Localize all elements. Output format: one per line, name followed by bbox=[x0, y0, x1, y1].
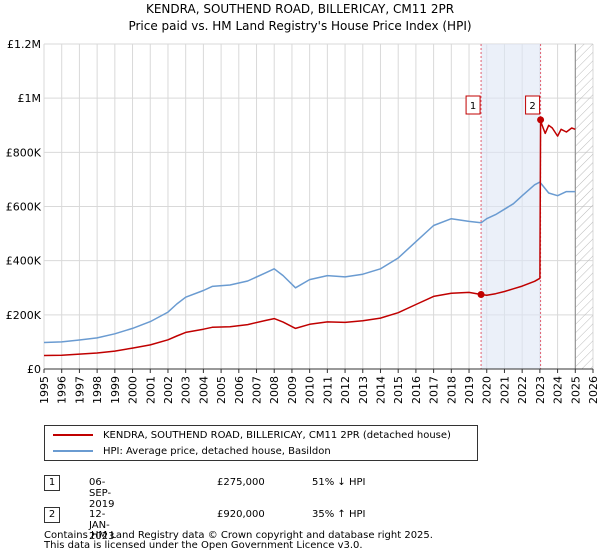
x-tick-label: 2003 bbox=[180, 376, 193, 404]
transaction-label-box bbox=[525, 95, 541, 115]
y-tick-label: £0 bbox=[27, 363, 41, 376]
x-tick-label: 2026 bbox=[587, 376, 600, 404]
x-tick-label: 2006 bbox=[233, 376, 246, 404]
x-tick-label: 2004 bbox=[197, 376, 210, 404]
transaction-price: £275,000 bbox=[217, 477, 265, 488]
chart-subtitle: Price paid vs. HM Land Registry's House … bbox=[128, 19, 472, 33]
x-tick-label: 2013 bbox=[357, 376, 370, 404]
footer-copyright: Contains HM Land Registry data © Crown c… bbox=[44, 530, 433, 541]
legend-swatch-property bbox=[53, 434, 93, 436]
x-tick-label: 1995 bbox=[38, 376, 51, 404]
property-series-line bbox=[43, 119, 576, 357]
transaction-price: £920,000 bbox=[217, 509, 265, 520]
price-chart: 1 2 £0 £200K £400K £600K £800K £1M £1.2M 1995 199… bbox=[6, 38, 600, 404]
x-tick-label: 1999 bbox=[109, 376, 122, 404]
legend-item-property: KENDRA, SOUTHEND ROAD, BILLERICAY, CM11 … bbox=[53, 427, 451, 443]
y-tick-label: £400K bbox=[6, 255, 42, 268]
footer: Contains HM Land Registry data © Crown c… bbox=[44, 531, 433, 551]
x-tick-label: 2017 bbox=[428, 376, 441, 404]
x-tick-label: 2001 bbox=[144, 376, 157, 404]
x-tick-label: 2000 bbox=[127, 376, 140, 404]
y-tick-label: £1.2M bbox=[7, 38, 41, 51]
legend-label-hpi: HPI: Average price, detached house, Basi… bbox=[103, 445, 331, 457]
x-tick-label: 2021 bbox=[498, 376, 511, 404]
transaction-date: 12-JAN-2023 bbox=[89, 509, 115, 542]
transaction-label: 2 bbox=[529, 101, 535, 112]
x-tick-label: 2020 bbox=[481, 376, 494, 404]
x-tick-label: 2008 bbox=[268, 376, 281, 404]
x-tick-label: 2019 bbox=[463, 376, 476, 404]
x-tick-label: 1996 bbox=[56, 376, 69, 404]
transaction-label-box bbox=[465, 95, 481, 115]
x-tick-label: 1998 bbox=[91, 376, 104, 404]
footer-licence: This data is licensed under the Open Gov… bbox=[44, 540, 363, 551]
x-tick-label: 2016 bbox=[410, 376, 423, 404]
transaction-number: 1 bbox=[44, 475, 60, 491]
chart-title: KENDRA, SOUTHEND ROAD, BILLERICAY, CM11 … bbox=[145, 2, 455, 16]
x-tick-label: 2009 bbox=[286, 376, 299, 404]
legend-swatch-hpi bbox=[53, 450, 93, 452]
x-tick-label: 2015 bbox=[392, 376, 405, 404]
legend: KENDRA, SOUTHEND ROAD, BILLERICAY, CM11 … bbox=[44, 425, 478, 461]
x-tick-label: 2011 bbox=[321, 376, 334, 404]
transaction-hpi-change: 35% ↑ HPI bbox=[312, 509, 366, 520]
x-tick-label: 2014 bbox=[374, 376, 387, 404]
x-tick-label: 2007 bbox=[251, 376, 264, 404]
x-tick-label: 2005 bbox=[215, 376, 228, 404]
legend-label-property: KENDRA, SOUTHEND ROAD, BILLERICAY, CM11 … bbox=[103, 429, 451, 441]
transaction-hpi-change: 51% ↓ HPI bbox=[312, 477, 366, 488]
forecast-hatch bbox=[575, 44, 593, 369]
y-tick-label: £200K bbox=[6, 309, 42, 322]
transaction-point bbox=[477, 291, 485, 299]
x-tick-label: 2025 bbox=[569, 376, 582, 404]
y-tick-label: £600K bbox=[6, 201, 42, 214]
highlight-period bbox=[481, 44, 541, 369]
x-tick-label: 2002 bbox=[162, 376, 175, 404]
transaction-number: 2 bbox=[44, 507, 60, 523]
x-tick-label: 2018 bbox=[445, 376, 458, 404]
transaction-point bbox=[537, 116, 545, 124]
hpi-series-line bbox=[43, 181, 576, 344]
y-tick-label: £1M bbox=[18, 92, 42, 105]
transaction-label: 1 bbox=[470, 101, 476, 112]
y-tick-label: £800K bbox=[6, 146, 42, 159]
x-tick-label: 2023 bbox=[534, 376, 547, 404]
x-tick-label: 2012 bbox=[339, 376, 352, 404]
legend-item-hpi: HPI: Average price, detached house, Basi… bbox=[53, 443, 331, 459]
transaction-date: 06-SEP-2019 bbox=[89, 477, 115, 510]
x-tick-label: 2022 bbox=[516, 376, 529, 404]
x-tick-label: 1997 bbox=[73, 376, 86, 404]
x-tick-label: 2024 bbox=[552, 376, 565, 404]
x-tick-label: 2010 bbox=[304, 376, 317, 404]
